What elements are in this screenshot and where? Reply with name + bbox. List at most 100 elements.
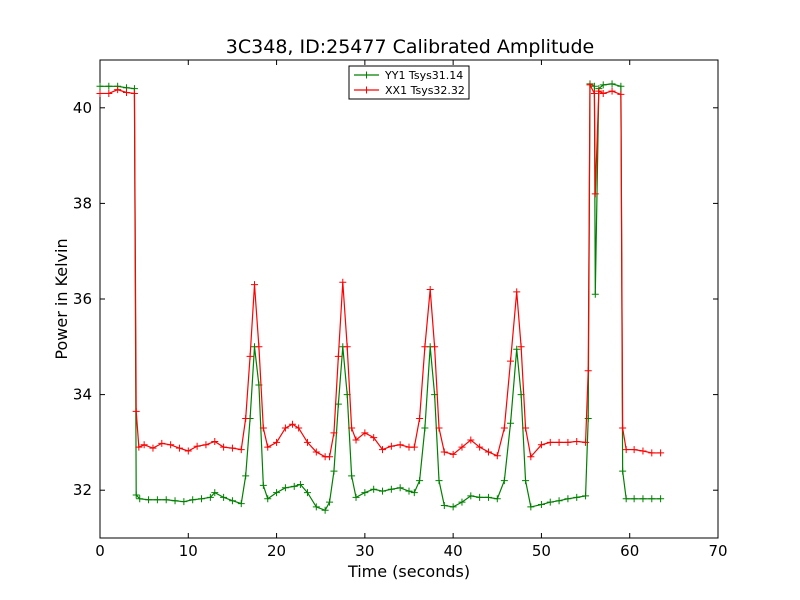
data-point (555, 438, 563, 446)
data-point (410, 489, 418, 497)
data-point (622, 446, 630, 454)
data-point (295, 424, 303, 432)
data-point (507, 419, 515, 427)
data-point (246, 352, 254, 360)
data-point (167, 441, 175, 449)
legend-item: YY1 Tsys31.14 (354, 69, 463, 82)
data-point (435, 424, 443, 432)
legend-label: XX1 Tsys32.32 (385, 84, 465, 97)
data-point (599, 81, 607, 89)
data-point (220, 493, 228, 501)
data-point (630, 495, 638, 503)
data-point (171, 497, 179, 505)
data-point (202, 441, 210, 449)
legend-marker (363, 86, 370, 94)
data-point (259, 481, 267, 489)
data-point (379, 487, 387, 495)
data-point (619, 424, 627, 432)
data-point (352, 493, 360, 501)
y-axis-label: Power in Kelvin (52, 238, 71, 359)
data-point (105, 89, 113, 97)
data-point (582, 492, 590, 500)
data-point (326, 498, 334, 506)
data-point (517, 343, 525, 351)
data-point (273, 489, 281, 497)
x-tick-label: 60 (620, 542, 639, 560)
data-point (421, 424, 429, 432)
data-point (599, 89, 607, 97)
data-point (608, 87, 616, 95)
data-point (370, 485, 378, 493)
legend-marker (363, 71, 370, 79)
data-point (242, 472, 250, 480)
data-point (290, 482, 298, 490)
data-point (288, 420, 296, 428)
data-point (622, 495, 630, 503)
data-point (96, 82, 104, 90)
data-point (242, 415, 250, 422)
y-tick-label: 38 (73, 194, 92, 212)
data-point (582, 438, 590, 446)
data-point (484, 493, 492, 501)
data-point (343, 343, 351, 351)
data-point (189, 496, 197, 504)
data-point (387, 442, 395, 450)
data-point (228, 497, 236, 505)
data-point (136, 495, 144, 503)
y-tick-label: 34 (73, 386, 92, 404)
data-point (122, 89, 130, 97)
legend-item: XX1 Tsys32.32 (354, 84, 465, 97)
data-point (467, 492, 475, 500)
data-point (590, 82, 598, 90)
data-point (396, 484, 404, 492)
data-point (114, 86, 122, 94)
data-point (657, 495, 665, 503)
data-point (476, 493, 484, 501)
data-point (458, 498, 466, 506)
data-point (586, 81, 594, 89)
data-point (330, 467, 338, 475)
chart-title: 3C348, ID:25477 Calibrated Amplitude (226, 36, 594, 58)
data-point (264, 495, 272, 503)
data-point (405, 487, 413, 495)
data-point (416, 477, 424, 485)
data-point (449, 503, 457, 511)
data-point (361, 489, 369, 497)
axis-ticks: 0 10 20 30 40 50 60 70 32 34 36 38 40 (73, 60, 728, 560)
data-point (130, 89, 138, 97)
data-point (206, 493, 214, 501)
x-tick-label: 20 (267, 542, 286, 560)
data-point (251, 281, 258, 289)
data-point (513, 345, 521, 353)
data-point (132, 407, 140, 415)
data-point (193, 442, 201, 450)
data-point (321, 506, 329, 514)
y-tick-label: 32 (73, 481, 92, 499)
data-point (546, 438, 554, 446)
data-point (500, 424, 508, 432)
series-layer (96, 80, 665, 514)
data-point (105, 82, 113, 90)
data-point (281, 424, 289, 432)
data-point (527, 453, 535, 461)
data-point (421, 343, 429, 351)
data-point (608, 80, 616, 88)
series-1 (96, 80, 665, 514)
data-point (296, 480, 304, 488)
data-point (135, 443, 143, 451)
data-point (507, 357, 515, 365)
data-point (595, 87, 603, 95)
data-point (416, 415, 424, 422)
x-axis-label: Time (seconds) (347, 562, 470, 581)
data-point (467, 436, 475, 444)
data-point (361, 429, 369, 437)
data-point (334, 352, 342, 360)
data-point (273, 438, 281, 446)
data-point (564, 495, 572, 503)
data-point (537, 501, 545, 509)
data-point (198, 495, 206, 503)
data-point (348, 424, 356, 432)
data-point (584, 367, 592, 375)
data-point (493, 452, 501, 460)
data-point (281, 484, 289, 492)
